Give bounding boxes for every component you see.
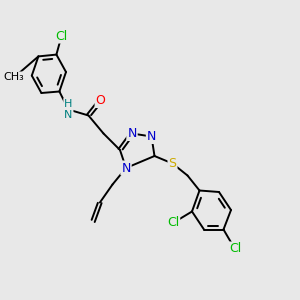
Text: S: S — [169, 157, 176, 170]
Text: CH₃: CH₃ — [4, 72, 25, 82]
Text: H
N: H N — [64, 99, 73, 120]
Text: N: N — [127, 127, 137, 140]
Text: N: N — [147, 130, 156, 143]
Text: Cl: Cl — [167, 216, 179, 230]
Text: Cl: Cl — [56, 29, 68, 43]
Text: Cl: Cl — [229, 242, 241, 256]
Text: N: N — [121, 161, 131, 175]
Text: O: O — [96, 94, 105, 107]
